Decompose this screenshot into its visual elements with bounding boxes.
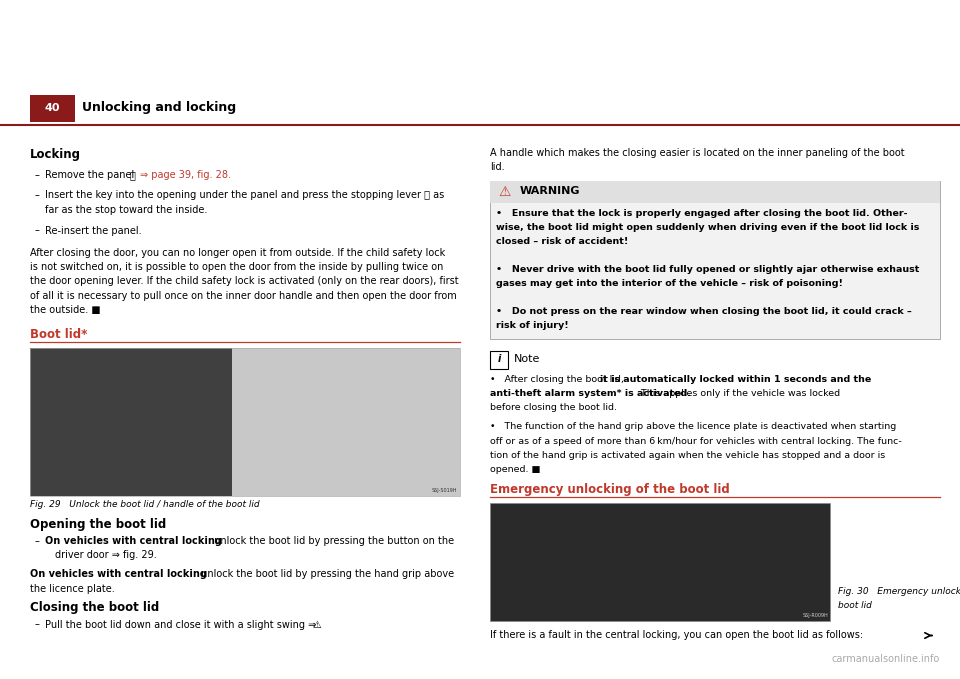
Text: •   After closing the boot lid,: • After closing the boot lid,: [490, 375, 627, 384]
Text: off or as of a speed of more than 6 km/hour for vehicles with central locking. T: off or as of a speed of more than 6 km/h…: [490, 437, 901, 445]
Text: anti-theft alarm system* is activated.: anti-theft alarm system* is activated.: [490, 389, 691, 398]
Text: After closing the door, you can no longer open it from outside. If the child saf: After closing the door, you can no longe…: [30, 248, 445, 257]
Text: Fig. 30   Emergency unlocking of the: Fig. 30 Emergency unlocking of the: [838, 587, 960, 595]
Text: of all it is necessary to pull once on the inner door handle and then open the d: of all it is necessary to pull once on t…: [30, 291, 457, 301]
Text: risk of injury!: risk of injury!: [496, 320, 568, 329]
Text: the licence plate.: the licence plate.: [30, 583, 115, 593]
Text: This applies only if the vehicle was locked: This applies only if the vehicle was loc…: [638, 389, 840, 398]
Text: –: –: [35, 191, 40, 200]
Text: lid.: lid.: [490, 162, 505, 172]
Text: the outside. ■: the outside. ■: [30, 306, 101, 316]
Text: Opening the boot lid: Opening the boot lid: [30, 518, 166, 531]
Text: –: –: [35, 225, 40, 236]
Text: Closing the boot lid: Closing the boot lid: [30, 602, 159, 614]
Bar: [232, 348, 460, 496]
Text: WARNING: WARNING: [520, 187, 581, 196]
Text: On vehicles with central locking: On vehicles with central locking: [30, 569, 206, 579]
Text: –: –: [35, 170, 40, 180]
Text: Pull the boot lid down and close it with a slight swing ⇒: Pull the boot lid down and close it with…: [45, 619, 320, 629]
Text: far as the stop toward the inside.: far as the stop toward the inside.: [45, 205, 207, 215]
Text: it is automatically locked within 1 seconds and the: it is automatically locked within 1 seco…: [600, 375, 872, 384]
Text: •   Do not press on the rear window when closing the boot lid, it could crack –: • Do not press on the rear window when c…: [496, 306, 912, 316]
Bar: [30, 95, 75, 122]
Text: Remove the panel: Remove the panel: [45, 170, 137, 180]
Text: opened. ■: opened. ■: [490, 466, 540, 475]
Text: Locking: Locking: [30, 148, 81, 161]
Bar: [30, 348, 232, 496]
Text: closed – risk of accident!: closed – risk of accident!: [496, 236, 628, 246]
Bar: [490, 502, 830, 621]
Text: the door opening lever. If the child safety lock is activated (only on the rear : the door opening lever. If the child saf…: [30, 276, 459, 287]
Text: On vehicles with central locking: On vehicles with central locking: [45, 536, 222, 546]
Text: Re-insert the panel.: Re-insert the panel.: [45, 225, 142, 236]
Bar: [490, 181, 940, 339]
Text: i: i: [497, 354, 501, 365]
Text: Unlocking and locking: Unlocking and locking: [82, 101, 236, 115]
Text: •   Ensure that the lock is properly engaged after closing the boot lid. Other-: • Ensure that the lock is properly engag…: [496, 208, 907, 217]
Text: Note: Note: [514, 354, 540, 365]
Text: carmanualsonline.info: carmanualsonline.info: [831, 654, 940, 664]
Text: •   Never drive with the boot lid fully opened or slightly ajar otherwise exhaus: • Never drive with the boot lid fully op…: [496, 265, 920, 274]
Text: unlock the boot lid by pressing the button on the: unlock the boot lid by pressing the butt…: [211, 536, 454, 546]
Text: •   The function of the hand grip above the licence plate is deactivated when st: • The function of the hand grip above th…: [490, 422, 897, 431]
Text: Boot lid*: Boot lid*: [30, 328, 87, 341]
Text: unlock the boot lid by pressing the hand grip above: unlock the boot lid by pressing the hand…: [198, 569, 454, 579]
Text: 40: 40: [44, 103, 60, 113]
Text: –: –: [35, 619, 40, 629]
Text: –: –: [35, 536, 40, 546]
Text: driver door ⇒ fig. 29.: driver door ⇒ fig. 29.: [55, 551, 156, 560]
Text: before closing the boot lid.: before closing the boot lid.: [490, 403, 617, 413]
Text: gases may get into the interior of the vehicle – risk of poisoning!: gases may get into the interior of the v…: [496, 278, 843, 287]
Bar: [490, 350, 508, 369]
Text: wise, the boot lid might open suddenly when driving even if the boot lid lock is: wise, the boot lid might open suddenly w…: [496, 223, 920, 232]
Text: ⚠: ⚠: [498, 185, 511, 198]
Text: tion of the hand grip is activated again when the vehicle has stopped and a door: tion of the hand grip is activated again…: [490, 451, 885, 460]
Text: If there is a fault in the central locking, you can open the boot lid as follows: If there is a fault in the central locki…: [490, 631, 863, 640]
Text: ⚠: ⚠: [313, 619, 322, 629]
Text: Insert the key into the opening under the panel and press the stopping lever Ⓑ a: Insert the key into the opening under th…: [45, 191, 444, 200]
Text: Fig. 29   Unlock the boot lid / handle of the boot lid: Fig. 29 Unlock the boot lid / handle of …: [30, 500, 259, 509]
Bar: [30, 348, 460, 496]
Text: A handle which makes the closing easier is located on the inner paneling of the : A handle which makes the closing easier …: [490, 148, 904, 158]
Text: Emergency unlocking of the boot lid: Emergency unlocking of the boot lid: [490, 483, 730, 496]
Text: SSJ-R009H: SSJ-R009H: [803, 612, 828, 617]
Text: Ⓐ: Ⓐ: [130, 170, 136, 180]
Bar: [490, 181, 940, 202]
Text: boot lid: boot lid: [838, 600, 872, 610]
Text: ⇒ page 39, fig. 28.: ⇒ page 39, fig. 28.: [140, 170, 231, 180]
Text: SSJ-S019H: SSJ-S019H: [431, 488, 457, 493]
Text: is not switched on, it is possible to open the door from the inside by pulling t: is not switched on, it is possible to op…: [30, 262, 444, 272]
